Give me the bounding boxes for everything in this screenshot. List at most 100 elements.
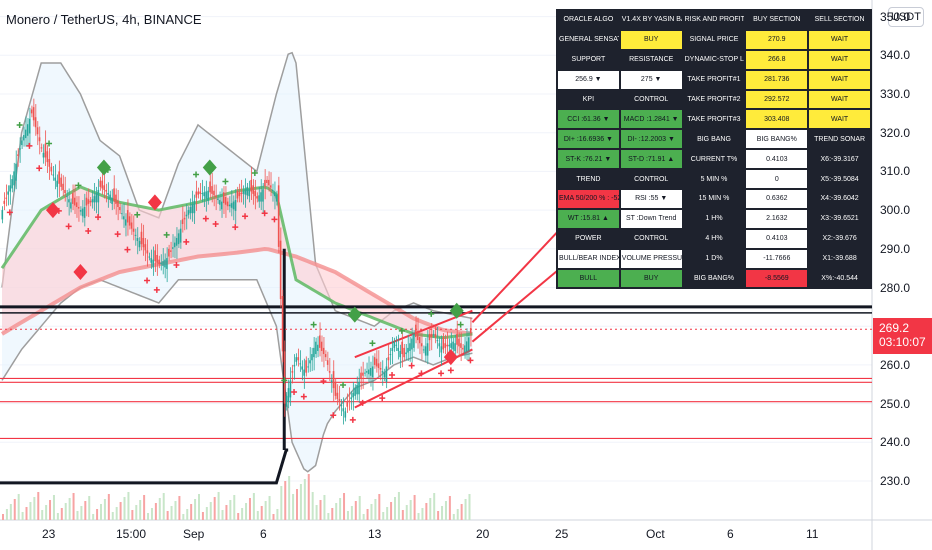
candle-body: [203, 192, 205, 197]
candle-body: [350, 397, 352, 399]
volume-bar: [280, 486, 283, 520]
plus-buy: [222, 178, 229, 185]
candle-body: [230, 203, 233, 208]
candle-body: [307, 366, 309, 368]
volume-bar: [252, 493, 255, 520]
volume-bar: [307, 474, 310, 520]
volume-bar: [241, 508, 244, 520]
plus-buy: [134, 211, 141, 218]
volume-bar: [209, 502, 212, 520]
candle-body: [373, 357, 376, 365]
volume-bar: [335, 503, 338, 520]
plus-sell: [359, 399, 366, 406]
table-cell: MACD :1.2841 ▼: [618, 108, 684, 131]
table-row: TREND CONTROL 5 MIN % 0 X5:-39.5084: [556, 168, 872, 191]
candle-body: [315, 341, 317, 355]
candle-body: [309, 360, 311, 364]
candle-body: [238, 192, 241, 197]
volume-bar: [292, 494, 295, 520]
candle-body: [354, 388, 356, 396]
candle-body: [48, 159, 51, 167]
volume-bar: [370, 504, 373, 520]
candle-body: [15, 163, 17, 181]
table-cell: BULL/BEAR INDEX: [556, 247, 621, 270]
candle-body: [228, 204, 231, 207]
candle-body: [311, 354, 313, 361]
table-cell: 5 MIN %: [681, 168, 747, 191]
candle-body: [207, 190, 209, 201]
candle-body: [254, 190, 256, 197]
table-cell: 0.4103: [744, 148, 810, 171]
candle-body: [399, 350, 401, 358]
candle-body: [222, 192, 225, 204]
candle-body: [415, 324, 417, 338]
candle-body: [334, 381, 337, 396]
candle-body: [11, 179, 13, 189]
volume-bar: [139, 500, 142, 520]
volume-bar: [237, 513, 240, 520]
currency-button[interactable]: USDT: [888, 7, 924, 27]
candle-body: [356, 385, 358, 395]
candle-body: [297, 357, 300, 361]
candle-body: [128, 216, 131, 226]
time-tick-label: Oct: [646, 527, 665, 541]
candle-body: [328, 371, 331, 373]
volume-bar: [343, 493, 346, 520]
price-tick-label: 340.0: [880, 48, 911, 63]
table-cell: WT :15.81 ▲: [556, 207, 621, 230]
candle-body: [320, 341, 323, 351]
candle-body: [72, 193, 74, 204]
volume-bar: [276, 509, 279, 520]
candle-body: [142, 237, 145, 248]
candle-body: [271, 189, 274, 191]
table-row: EMA 50/200 % : -52.36 ▲RSI :55 ▼15 MIN %…: [556, 188, 872, 210]
volume-bar: [374, 499, 377, 520]
candle-body: [462, 347, 464, 350]
volume-bar: [405, 505, 408, 520]
candle-body: [242, 191, 245, 194]
volume-bar: [76, 511, 79, 520]
candle-body: [411, 338, 413, 350]
candle-body: [346, 402, 349, 407]
candle-body: [91, 199, 94, 203]
candle-body: [164, 259, 166, 268]
plus-buy: [251, 169, 258, 176]
plus-sell: [261, 210, 268, 217]
candle-body: [113, 188, 115, 201]
candle-body: [173, 242, 176, 248]
table-cell: DYNAMIC-STOP LOSS: [681, 48, 747, 71]
time-tick-label: 6: [260, 527, 267, 541]
table-cell: BIG BANG: [681, 128, 747, 151]
plus-sell: [202, 215, 209, 222]
candle-body: [460, 343, 462, 348]
candle-body: [187, 210, 190, 215]
candle-body: [432, 333, 435, 335]
volume-bar: [315, 505, 318, 520]
candle-body: [68, 199, 70, 203]
candle-body: [387, 357, 390, 361]
candle-body: [34, 117, 37, 128]
candle-body: [336, 392, 339, 399]
candle-body: [74, 197, 76, 206]
plus-buy: [16, 121, 23, 128]
candle-body: [185, 214, 188, 217]
candle-body: [252, 185, 254, 194]
volume-bar: [354, 501, 357, 520]
candle-body: [273, 192, 276, 197]
candle-body: [364, 372, 366, 374]
time-tick-label: 11: [806, 527, 819, 541]
table-cell: 1 H%: [681, 207, 747, 230]
table-cell: 281.736: [744, 68, 810, 91]
plus-buy: [457, 321, 464, 328]
sell-diamond: [73, 264, 88, 281]
candle-body: [385, 366, 388, 382]
candle-body: [381, 371, 384, 373]
candle-body: [305, 360, 307, 373]
sell-diamond: [443, 349, 458, 366]
volume-bar: [17, 494, 20, 520]
table-cell: 4 H%: [681, 227, 747, 250]
table-cell: WAIT: [807, 68, 872, 91]
price-tick-label: 290.0: [880, 241, 911, 256]
candle-body: [371, 366, 374, 378]
plus-sell: [291, 388, 298, 395]
